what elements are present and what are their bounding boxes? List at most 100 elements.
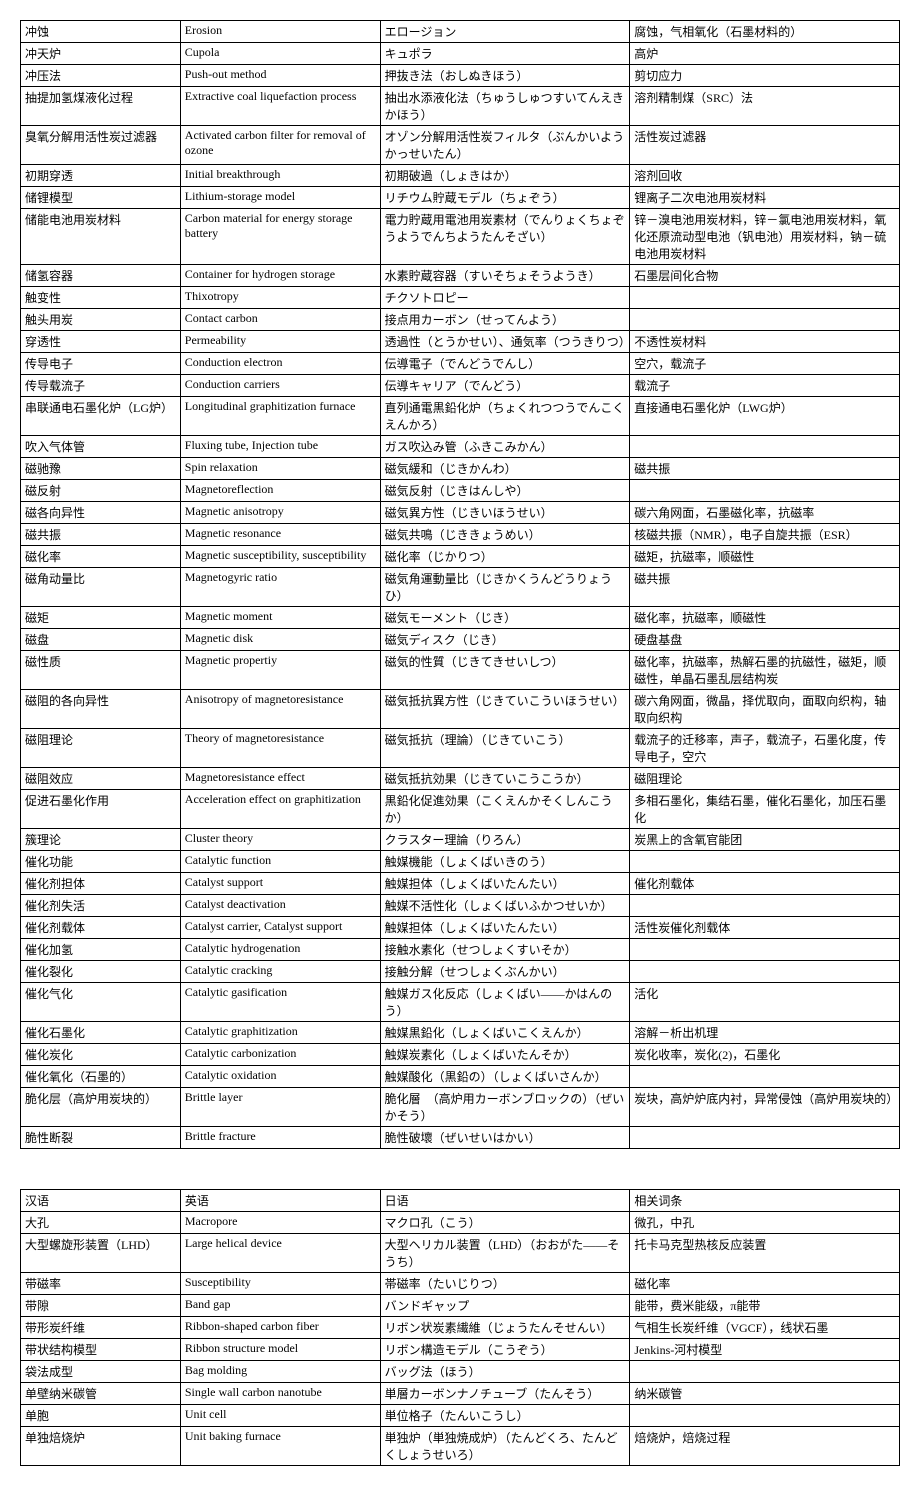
table-cell: Longitudinal graphitization furnace <box>180 397 380 436</box>
table-cell: クラスター理論（りろん） <box>380 829 630 851</box>
table-cell: 触媒酸化（黒鉛の）（しょくばいさんか） <box>380 1066 630 1088</box>
table-row: 传导电子Conduction electron伝導電子（でんどうでんし）空穴，载… <box>21 353 900 375</box>
table-cell: 催化氧化（石墨的） <box>21 1066 181 1088</box>
table-cell: Spin relaxation <box>180 458 380 480</box>
table-cell: 単独炉（単独焼成炉）（たんどくろ、たんどくしょうせいろ） <box>380 1427 630 1466</box>
table-row: 传导载流子Conduction carriers伝導キャリア（でんどう）载流子 <box>21 375 900 397</box>
table-cell: Erosion <box>180 21 380 43</box>
table-cell: チクソトロピー <box>380 287 630 309</box>
table-cell: 带形炭纤维 <box>21 1317 181 1339</box>
table-cell: 催化剂失活 <box>21 895 181 917</box>
table-cell: 触媒機能（しょくばいきのう） <box>380 851 630 873</box>
table-cell: 储锂模型 <box>21 187 181 209</box>
table-cell: 磁化率 <box>21 546 181 568</box>
table-cell: マクロ孔（こう） <box>380 1212 630 1234</box>
table-cell: Catalytic cracking <box>180 961 380 983</box>
table-cell: 磁気異方性（じきいほうせい） <box>380 502 630 524</box>
table-cell: 黒鉛化促進効果（こくえんかそくしんこうか） <box>380 790 630 829</box>
table-cell: 冲蚀 <box>21 21 181 43</box>
table-row: 带形炭纤维Ribbon-shaped carbon fiberリボン状炭素繊維（… <box>21 1317 900 1339</box>
table-cell: Catalytic carbonization <box>180 1044 380 1066</box>
table-cell: 载流子的迁移率，声子，载流子，石墨化度，传导电子，空穴 <box>630 729 900 768</box>
table-cell: 伝導電子（でんどうでんし） <box>380 353 630 375</box>
table-cell: 催化气化 <box>21 983 181 1022</box>
table-row: 冲蚀Erosionエロージョン腐蚀，气相氧化（石墨材料的） <box>21 21 900 43</box>
table-cell: 磁阻理论 <box>630 768 900 790</box>
table-cell: 磁気角運動量比（じきかくうんどうりょうひ） <box>380 568 630 607</box>
table-cell: 溶剂回收 <box>630 165 900 187</box>
table-cell: 直列通電黒鉛化炉（ちょくれつつうでんこくえんかろ） <box>380 397 630 436</box>
table-row: 触头用炭Contact carbon接点用カーボン（せってんよう） <box>21 309 900 331</box>
table-cell: 磁気抵抗効果（じきていこうこうか） <box>380 768 630 790</box>
table-cell: 抽提加氢煤液化过程 <box>21 87 181 126</box>
table-cell: 储氢容器 <box>21 265 181 287</box>
table-cell <box>630 961 900 983</box>
table-cell: Thixotropy <box>180 287 380 309</box>
table-cell: Single wall carbon nanotube <box>180 1383 380 1405</box>
table-cell: 簇理论 <box>21 829 181 851</box>
table-cell: 剪切应力 <box>630 65 900 87</box>
table-row: 储锂模型Lithium-storage modelリチウム貯蔵モデル（ちょぞう）… <box>21 187 900 209</box>
table-cell: 磁気ディスク（じき） <box>380 629 630 651</box>
table-cell: Ribbon structure model <box>180 1339 380 1361</box>
table-cell: 磁阻理论 <box>21 729 181 768</box>
table-row: 单胞Unit cell単位格子（たんいこうし） <box>21 1405 900 1427</box>
table-cell: バッグ法（ほう） <box>380 1361 630 1383</box>
table-row: 储能电池用炭材料Carbon material for energy stora… <box>21 209 900 265</box>
table-cell: 催化剂担体 <box>21 873 181 895</box>
table-row: 催化加氢Catalytic hydrogenation接触水素化（せつしょくすい… <box>21 939 900 961</box>
table-cell: Cupola <box>180 43 380 65</box>
table-cell: Anisotropy of magnetoresistance <box>180 690 380 729</box>
table-cell: 催化加氢 <box>21 939 181 961</box>
table-cell: 串联通电石墨化炉（LG炉） <box>21 397 181 436</box>
table-cell: 透過性（とうかせい）、通気率（つうきりつ） <box>380 331 630 353</box>
table-cell: 催化功能 <box>21 851 181 873</box>
table-cell: Bag molding <box>180 1361 380 1383</box>
table-cell: 脆化層 （高炉用カーボンブロックの）（ぜいかそう） <box>380 1088 630 1127</box>
table-cell: リチウム貯蔵モデル（ちょぞう） <box>380 187 630 209</box>
table-cell: 磁気反射（じきはんしや） <box>380 480 630 502</box>
table-cell: 传导载流子 <box>21 375 181 397</box>
table-cell: Unit baking furnace <box>180 1427 380 1466</box>
table-cell: Magnetic susceptibility, susceptibility <box>180 546 380 568</box>
table-cell: Carbon material for energy storage batte… <box>180 209 380 265</box>
table-cell: リボン状炭素繊維（じょうたんそせんい） <box>380 1317 630 1339</box>
table-cell: 大型螺旋形装置（LHD） <box>21 1234 181 1273</box>
table-cell: Conduction electron <box>180 353 380 375</box>
table-cell: 電力貯蔵用電池用炭素材（でんりょくちょぞうようでんちようたんそざい） <box>380 209 630 265</box>
table-cell: 单胞 <box>21 1405 181 1427</box>
table-cell: Lithium-storage model <box>180 187 380 209</box>
table-row: 磁化率Magnetic susceptibility, susceptibili… <box>21 546 900 568</box>
table-cell: 磁共振 <box>630 568 900 607</box>
table-cell: Macropore <box>180 1212 380 1234</box>
table-cell: 纳米碳管 <box>630 1383 900 1405</box>
table-cell: 催化裂化 <box>21 961 181 983</box>
table-cell: 磁気抵抗（理論）（じきていこう） <box>380 729 630 768</box>
table-cell: 气相生长炭纤维（VGCF），线状石墨 <box>630 1317 900 1339</box>
table-cell: 磁化率，抗磁率，顺磁性 <box>630 607 900 629</box>
table-cell: 磁気的性質（じきてきせいしつ） <box>380 651 630 690</box>
table-cell: Large helical device <box>180 1234 380 1273</box>
table-cell: ガス吹込み管（ふきこみかん） <box>380 436 630 458</box>
table-cell <box>630 287 900 309</box>
table-row: 带磁率Susceptibility帯磁率（たいじりつ）磁化率 <box>21 1273 900 1295</box>
table-cell: 触头用炭 <box>21 309 181 331</box>
table-cell: 磁反射 <box>21 480 181 502</box>
table-cell: Magnetic disk <box>180 629 380 651</box>
table-cell: 触媒不活性化（しょくばいふかつせいか） <box>380 895 630 917</box>
table-cell: Magnetic moment <box>180 607 380 629</box>
table-cell: Acceleration effect on graphitization <box>180 790 380 829</box>
table-cell: 焙烧炉，焙烧过程 <box>630 1427 900 1466</box>
table-cell: 催化剂载体 <box>630 873 900 895</box>
table-row: 吹入气体管Fluxing tube, Injection tubeガス吹込み管（… <box>21 436 900 458</box>
table-row: 储氢容器Container for hydrogen storage水素貯蔵容器… <box>21 265 900 287</box>
table-row: 催化石墨化Catalytic graphitization触媒黒鉛化（しょくばい… <box>21 1022 900 1044</box>
table-row: 磁角动量比Magnetogyric ratio磁気角運動量比（じきかくうんどうり… <box>21 568 900 607</box>
table-row: 磁各向异性Magnetic anisotropy磁気異方性（じきいほうせい）碳六… <box>21 502 900 524</box>
table-row: 磁性质Magnetic propertiy磁気的性質（じきてきせいしつ）磁化率，… <box>21 651 900 690</box>
table-cell: 活化 <box>630 983 900 1022</box>
table-cell: 臭氧分解用活性炭过滤器 <box>21 126 181 165</box>
table-cell: 微孔，中孔 <box>630 1212 900 1234</box>
table-cell: エロージョン <box>380 21 630 43</box>
table-cell: 磁化率，抗磁率，热解石墨的抗磁性，磁矩，顺磁性，单晶石墨乱层结构炭 <box>630 651 900 690</box>
